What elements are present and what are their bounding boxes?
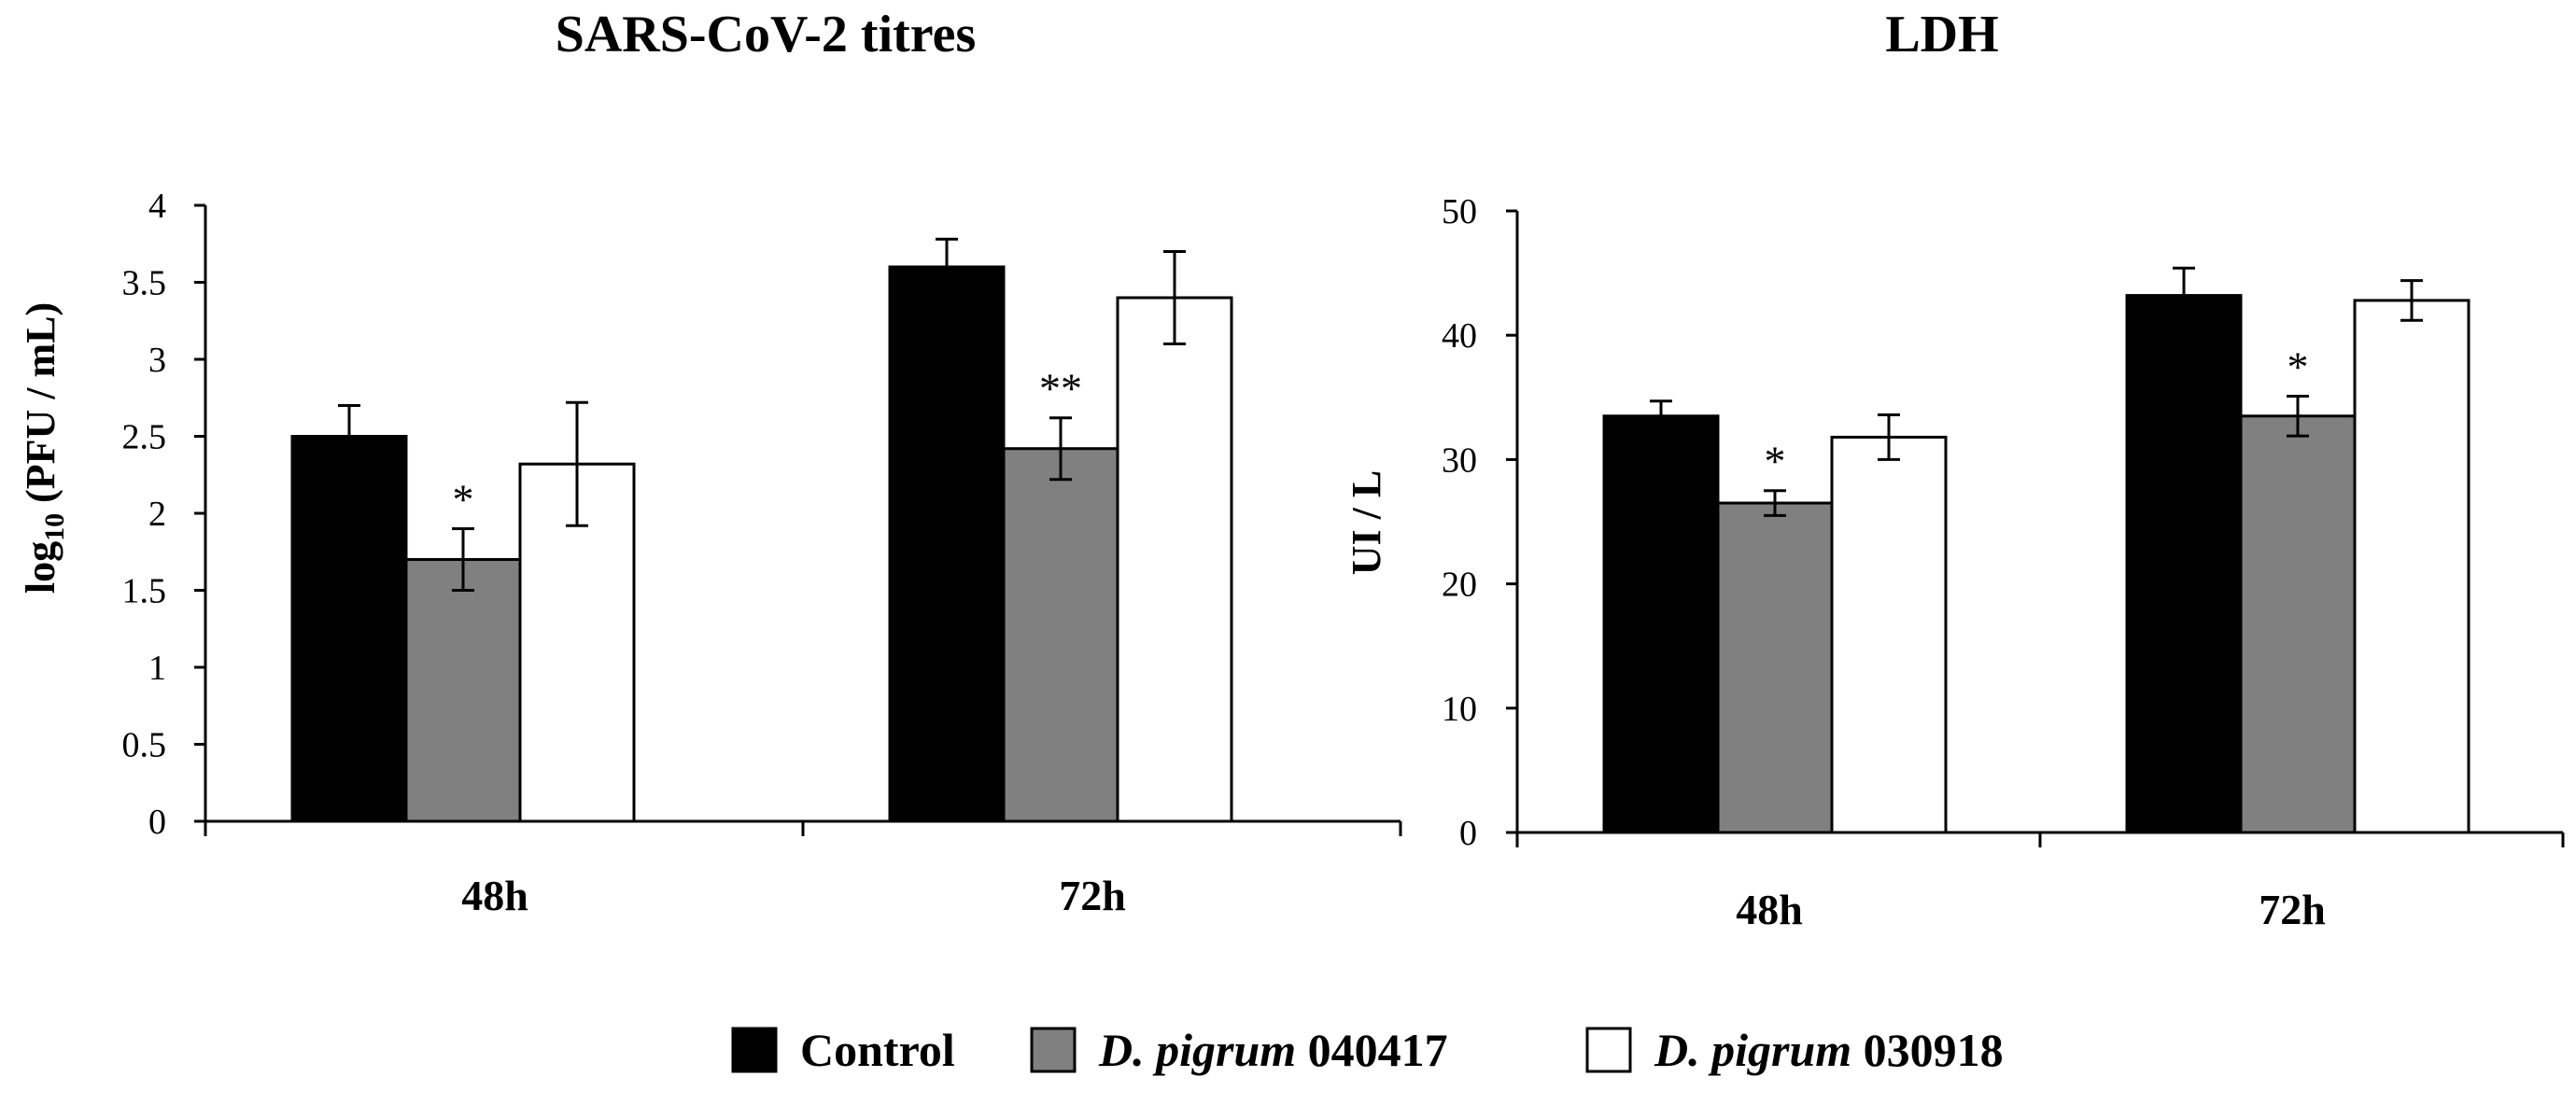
bar-72h-series-1 (2239, 414, 2357, 834)
bar-48h-series-1 (1716, 501, 1834, 834)
bar-48h-series-0 (1602, 414, 1720, 834)
legend-swatch-0 (731, 1027, 778, 1073)
y-tick-label: 40 (1442, 316, 1477, 356)
y-tick-label: 4 (148, 187, 166, 226)
legend-label-text: Control (800, 1024, 955, 1076)
y-tick-label: 20 (1442, 566, 1477, 605)
legend-swatch-2 (1585, 1027, 1632, 1073)
y-tick-label: 1.5 (122, 572, 167, 611)
legend-swatch-1 (1030, 1027, 1077, 1073)
bar-48h-series-2 (1830, 435, 1948, 834)
chart-title: LDH (1885, 6, 1998, 63)
chart-ldh: LDH UI / L 0 10 20 30 40 50 * 48h * 72h (1344, 6, 2565, 933)
legend-label-text: 030918 (1851, 1024, 2004, 1076)
bar-72h-series-2 (2353, 299, 2470, 834)
y-tick-label: 1 (148, 649, 166, 688)
legend-label-0: Control (800, 1024, 955, 1076)
y-tick-label: 0 (148, 803, 166, 842)
bar-72h-series-0 (2125, 294, 2243, 834)
significance-marker: * (2287, 343, 2309, 390)
bar-72h-series-2 (1116, 296, 1233, 823)
y-axis-label-prefix: log (18, 541, 63, 594)
y-tick-label: 30 (1442, 441, 1477, 480)
legend-label-italic: D. pigrum (1654, 1024, 1851, 1076)
bar-72h-series-0 (888, 265, 1006, 823)
legend-label-text: 040417 (1296, 1024, 1448, 1076)
y-tick-label: 2 (148, 495, 166, 534)
x-category-label: 72h (1059, 872, 1126, 919)
y-axis-label-subscript: 10 (39, 513, 70, 541)
chart-sars-cov-2-titres: SARS-CoV-2 titres log10 (PFU / mL) 0 0.5 1… (18, 6, 1402, 919)
y-tick-label: 0 (1459, 814, 1477, 853)
y-axis-label: log10 (PFU / mL) (18, 302, 70, 594)
y-axis-label-suffix: (PFU / mL) (18, 302, 63, 513)
y-tick-label: 2.5 (122, 418, 167, 457)
y-axis-label: UI / L (1344, 470, 1389, 575)
bar-48h-series-0 (290, 435, 408, 823)
legend-label-2: D. pigrum 030918 (1654, 1024, 2004, 1076)
y-tick-label: 0.5 (122, 726, 167, 765)
y-tick-label: 10 (1442, 690, 1477, 729)
chart-title: SARS-CoV-2 titres (556, 6, 977, 63)
x-category-label: 72h (2259, 886, 2326, 933)
legend-label-italic: D. pigrum (1098, 1024, 1296, 1076)
significance-marker: ** (1039, 365, 1082, 413)
y-tick-label: 3.5 (122, 264, 167, 303)
x-category-label: 48h (1736, 886, 1803, 933)
bar-72h-series-1 (1002, 447, 1119, 823)
bar-48h-series-1 (404, 558, 522, 823)
y-tick-label: 3 (148, 341, 166, 380)
significance-marker: * (453, 476, 474, 524)
y-tick-label: 50 (1442, 192, 1477, 231)
x-category-label: 48h (461, 872, 528, 919)
legend-label-1: D. pigrum 040417 (1098, 1024, 1448, 1076)
legend: Control D. pigrum 040417 D. pigrum 030918 (731, 1024, 2004, 1076)
significance-marker: * (1765, 438, 1786, 485)
